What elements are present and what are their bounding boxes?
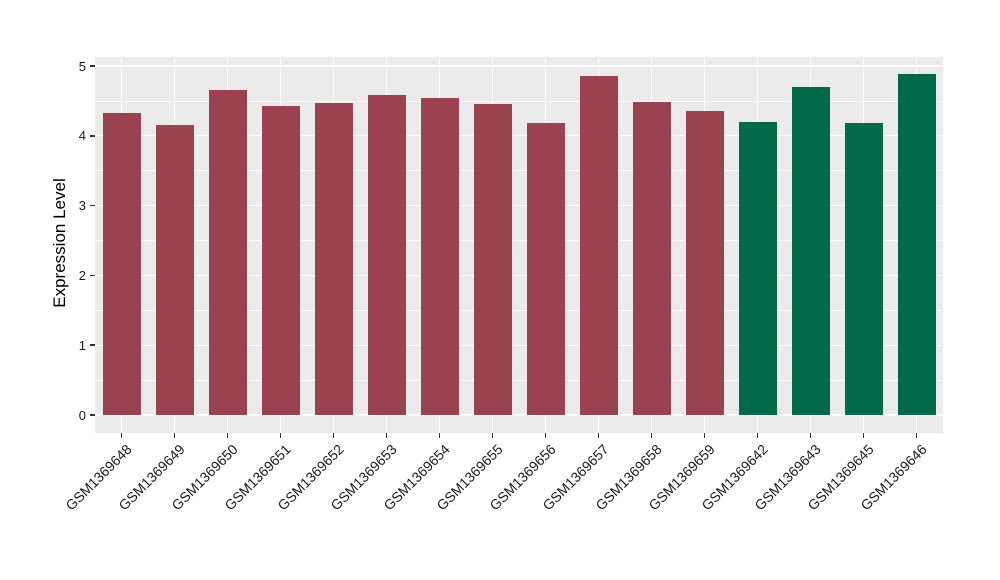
- x-axis-tick: [491, 433, 494, 438]
- x-axis-tick: [226, 433, 229, 438]
- gridline-minor-horizontal: [95, 309, 943, 311]
- gridline-minor-horizontal: [95, 379, 943, 381]
- y-axis-tick: [90, 65, 95, 67]
- x-axis-tick: [279, 433, 282, 438]
- y-axis-tick: [90, 135, 95, 137]
- bar-GSM1369659: [685, 110, 724, 415]
- x-axis-tick: [650, 433, 653, 438]
- y-tick-label: 0: [78, 407, 86, 423]
- bar-GSM1369643: [791, 86, 830, 415]
- x-axis-tick: [809, 433, 812, 438]
- y-axis-tick: [90, 414, 95, 416]
- bar-GSM1369642: [738, 121, 777, 415]
- bar-GSM1369653: [367, 94, 406, 415]
- y-tick-label: 1: [78, 337, 86, 353]
- bar-GSM1369649: [155, 124, 194, 415]
- gridline-minor-horizontal: [95, 170, 943, 172]
- y-tick-label: 2: [78, 267, 86, 283]
- y-tick-label: 4: [78, 128, 86, 144]
- bar-GSM1369645: [844, 123, 883, 415]
- gridline-major-horizontal: [95, 65, 943, 67]
- y-tick-label: 5: [78, 58, 86, 74]
- bar-GSM1369657: [579, 76, 618, 415]
- x-axis-tick: [385, 433, 388, 438]
- y-axis-tick: [90, 344, 95, 346]
- x-axis-tick: [120, 433, 123, 438]
- x-axis-tick: [438, 433, 441, 438]
- bar-GSM1369655: [473, 103, 512, 415]
- bar-GSM1369648: [102, 113, 141, 415]
- gridline-major-horizontal: [95, 274, 943, 277]
- x-axis-tick: [915, 433, 918, 438]
- bar-GSM1369651: [261, 105, 300, 415]
- y-tick-label: 3: [78, 198, 86, 214]
- y-axis-tick: [90, 274, 95, 277]
- bar-GSM1369652: [314, 102, 353, 415]
- bar-GSM1369650: [208, 89, 247, 415]
- x-axis-tick: [703, 433, 706, 438]
- x-axis-tick: [544, 433, 547, 438]
- bar-GSM1369658: [632, 102, 671, 415]
- bar-GSM1369656: [526, 122, 565, 415]
- bar-GSM1369654: [420, 98, 459, 415]
- x-axis-tick: [862, 433, 865, 438]
- gridline-major-horizontal: [95, 204, 943, 207]
- gridline-major-horizontal: [95, 344, 943, 346]
- y-axis-tick: [90, 204, 95, 207]
- x-axis-tick: [756, 433, 759, 438]
- gridline-major-horizontal: [95, 135, 943, 137]
- gridline-minor-horizontal: [95, 240, 943, 241]
- gridline-minor-horizontal: [95, 100, 943, 102]
- x-axis-tick: [173, 433, 176, 438]
- gridline-major-horizontal: [95, 414, 943, 416]
- x-axis-tick: [597, 433, 600, 438]
- bar-GSM1369646: [897, 73, 936, 415]
- x-axis-tick: [332, 433, 335, 438]
